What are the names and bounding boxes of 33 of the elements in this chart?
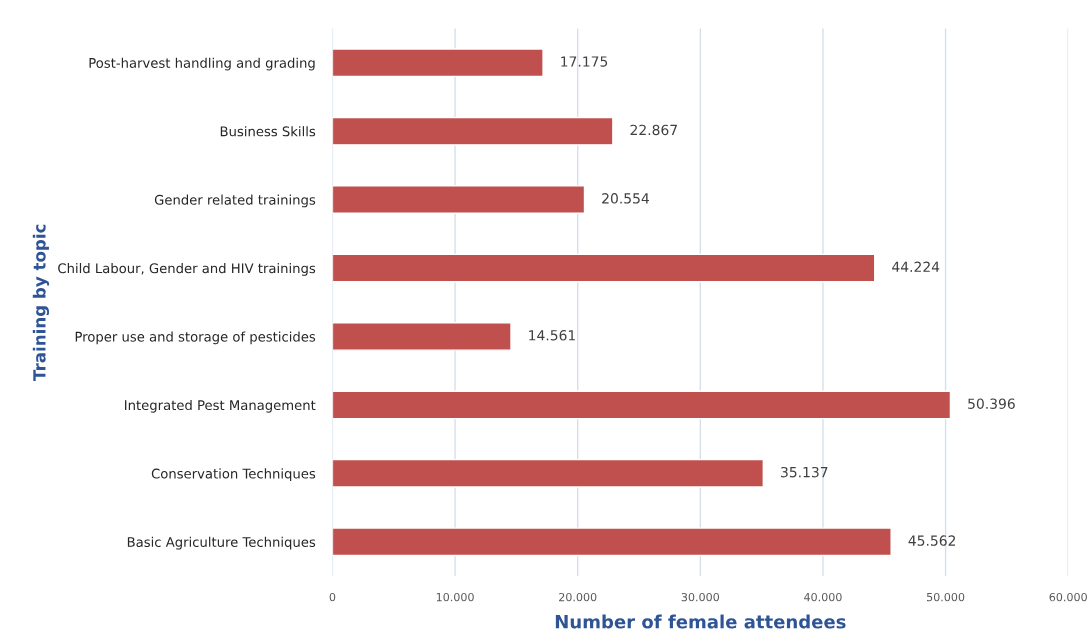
x-axis-title: Number of female attendees bbox=[555, 614, 846, 629]
data-label: 17.175 bbox=[561, 56, 608, 67]
x-tick-label: 50.000 bbox=[926, 592, 965, 602]
data-label: 35.137 bbox=[781, 466, 828, 478]
y-tick-label: Business Skills bbox=[220, 126, 316, 137]
bar bbox=[332, 185, 586, 214]
bar bbox=[332, 116, 614, 146]
y-tick-label: Child Labour, Gender and HIV trainings bbox=[58, 263, 316, 276]
data-label: 20.554 bbox=[602, 193, 649, 204]
data-label: 14.561 bbox=[529, 330, 575, 341]
bar bbox=[332, 253, 876, 283]
x-tick-label: 30.000 bbox=[681, 592, 720, 602]
bar bbox=[332, 527, 892, 557]
bar bbox=[332, 458, 765, 488]
data-label: 50.396 bbox=[968, 398, 1015, 409]
x-tick-label: 0 bbox=[329, 592, 336, 602]
x-tick-label: 60.000 bbox=[1049, 592, 1087, 602]
y-tick-label: Basic Agriculture Techniques bbox=[127, 536, 316, 550]
y-tick-label: Proper use and storage of pesticides bbox=[75, 331, 316, 345]
y-tick-label: Post-harvest handling and grading bbox=[89, 57, 315, 71]
data-label: 44.224 bbox=[892, 261, 940, 272]
data-label: 22.867 bbox=[630, 124, 677, 136]
bar bbox=[332, 48, 544, 78]
y-tick-label: Integrated Pest Management bbox=[125, 399, 316, 413]
y-tick-label: Conservation Techniques bbox=[151, 468, 316, 482]
y-axis-title: Training by topic bbox=[32, 224, 50, 381]
x-tick-label: 20.000 bbox=[559, 592, 597, 602]
data-label: 45.562 bbox=[908, 535, 956, 546]
bar bbox=[332, 390, 952, 420]
bar bbox=[332, 322, 512, 351]
y-tick-label: Gender related trainings bbox=[154, 194, 316, 208]
x-tick-label: 40.000 bbox=[804, 592, 842, 602]
x-tick-label: 10.000 bbox=[436, 592, 474, 602]
